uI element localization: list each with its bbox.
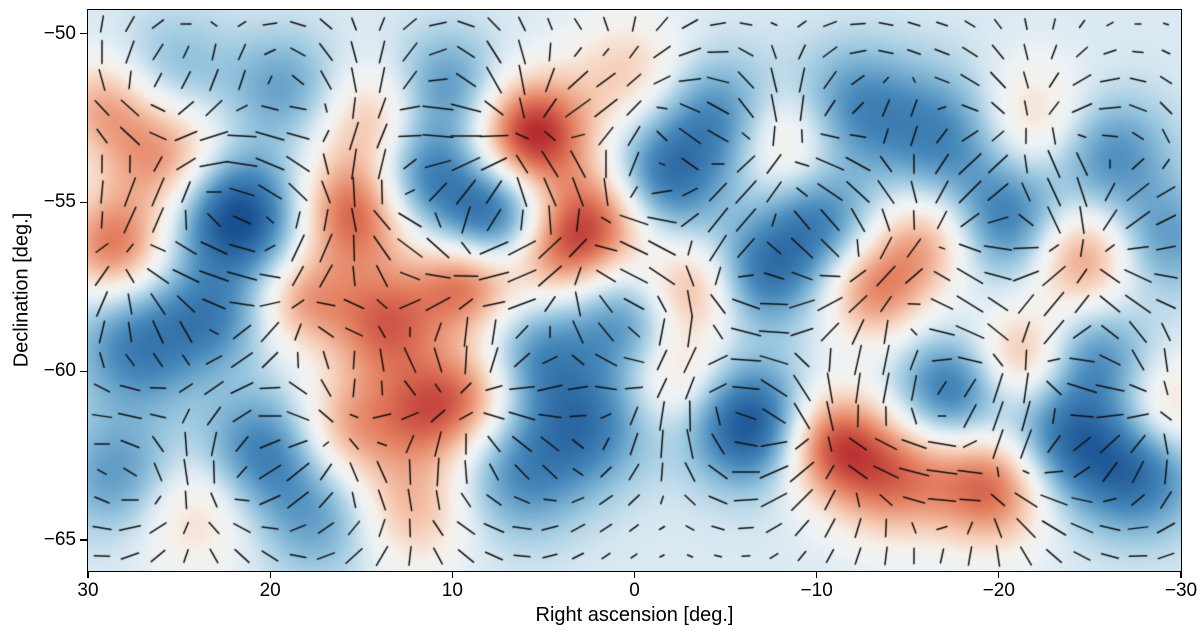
x-tick-mark bbox=[816, 571, 818, 578]
y-tick-label: −55 bbox=[43, 191, 76, 213]
y-axis-label: Declination [deg.] bbox=[10, 212, 33, 368]
y-tick-mark bbox=[80, 539, 87, 541]
x-tick-label: 10 bbox=[441, 580, 463, 601]
y-tick-label: −65 bbox=[43, 528, 76, 550]
y-tick-mark bbox=[80, 201, 87, 204]
x-tick-label: −10 bbox=[800, 580, 833, 601]
y-tick-label: −50 bbox=[43, 22, 76, 44]
x-tick-mark bbox=[87, 571, 89, 578]
x-tick-label: −30 bbox=[1164, 580, 1198, 601]
sky-map-canvas bbox=[88, 10, 1181, 571]
x-tick-mark bbox=[269, 571, 271, 578]
x-tick-mark bbox=[1180, 571, 1182, 578]
y-tick-mark bbox=[80, 370, 87, 372]
y-tick-mark bbox=[80, 32, 87, 35]
x-tick-mark bbox=[451, 571, 453, 578]
x-tick-mark bbox=[998, 571, 1000, 578]
x-tick-label: −20 bbox=[982, 580, 1015, 601]
x-tick-mark bbox=[633, 571, 636, 578]
x-axis-label: Right ascension [deg.] bbox=[535, 604, 734, 626]
x-tick-label: 30 bbox=[77, 580, 99, 601]
x-tick-label: 20 bbox=[259, 580, 281, 601]
y-tick-label: −60 bbox=[43, 360, 76, 382]
x-tick-label: 0 bbox=[629, 580, 640, 601]
